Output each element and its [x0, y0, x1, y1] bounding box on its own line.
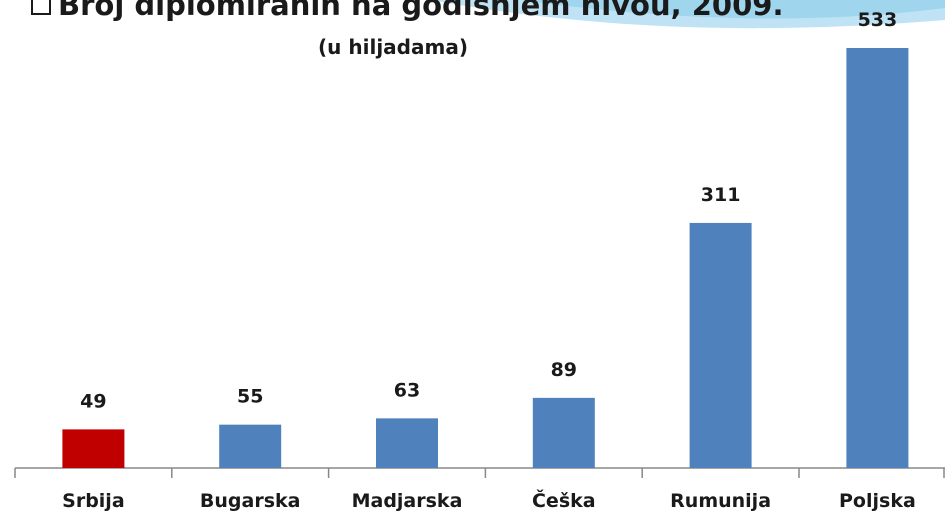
chart-title: Broj diplomiranih na godišnjem nivou, 20…: [58, 0, 783, 22]
x-tick-label: Češka: [532, 488, 596, 512]
data-label: 89: [551, 359, 577, 381]
x-tick-label: Rumunija: [670, 490, 771, 512]
chart-subtitle: (u hiljadama): [318, 35, 468, 59]
bar: [689, 222, 752, 468]
bar: [532, 397, 595, 468]
x-tick-label: Madjarska: [352, 490, 463, 512]
data-label: 311: [701, 184, 741, 206]
bar: [219, 424, 282, 468]
data-label: 49: [80, 390, 106, 412]
x-tick-label: Bugarska: [200, 490, 301, 512]
bar: [62, 429, 125, 468]
x-tick-label: Srbija: [62, 490, 125, 512]
data-label: 63: [394, 379, 420, 401]
data-label: 533: [858, 9, 898, 31]
decor-wave: [520, 0, 945, 19]
bar: [846, 48, 909, 468]
bar: [376, 418, 438, 468]
data-label: 55: [237, 386, 263, 408]
bullet-box: [31, 0, 51, 15]
x-tick-label: Poljska: [839, 490, 916, 512]
